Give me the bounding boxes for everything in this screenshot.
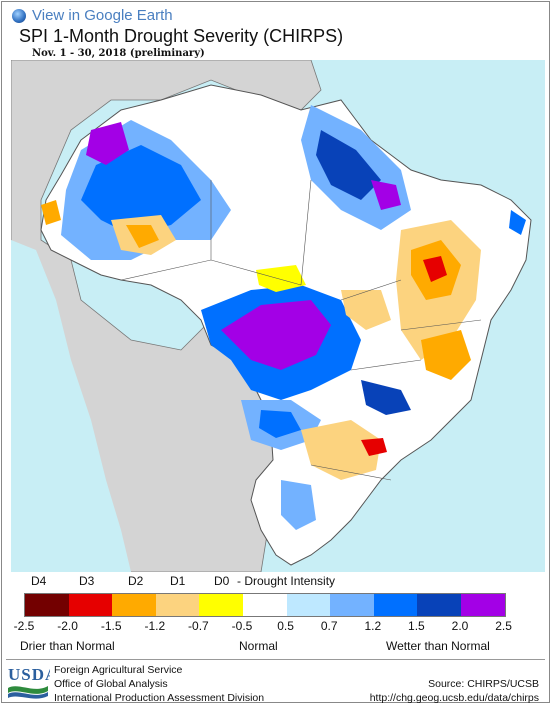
legend-swatch [68, 594, 113, 616]
legend-swatch [286, 594, 331, 616]
legend-code-d0: D0 [214, 574, 230, 588]
legend-swatch [155, 594, 200, 616]
legend-swatch [460, 594, 505, 616]
legend-tick-label: 1.5 [408, 619, 425, 633]
footer-divider [6, 659, 545, 660]
map-subtitle: Nov. 1 - 30, 2018 (preliminary) [32, 48, 205, 59]
legend-swatch [199, 594, 243, 616]
drought-map [11, 60, 545, 572]
andes-ocean [11, 240, 131, 572]
legend-tick-label: -0.7 [188, 619, 209, 633]
legend-wetter-label: Wetter than Normal [386, 639, 490, 653]
legend-tick-label: 0.7 [320, 619, 338, 633]
legend-swatch [373, 594, 418, 616]
legend-tick-label: -1.5 [100, 619, 122, 633]
legend-swatch [112, 594, 156, 616]
legend-tick-label: 2.0 [451, 619, 469, 633]
legend-code-d2: D2 [128, 574, 144, 588]
legend-swatch [417, 594, 461, 616]
legend-swatch [242, 594, 287, 616]
agency-line-3: International Production Assessment Divi… [54, 692, 265, 704]
usda-logo-text: USDA [8, 665, 50, 684]
google-earth-link-label[interactable]: View in Google Earth [32, 7, 173, 24]
legend-tick-label: 1.2 [364, 619, 382, 633]
legend-normal-label: Normal [239, 639, 278, 653]
legend-swatch [330, 594, 374, 616]
legend-code-d4: D4 [31, 574, 47, 588]
legend-tick-label: -0.5 [231, 619, 253, 633]
agency-line-2: Office of Global Analysis [54, 678, 168, 690]
legend-tick-label: 0.5 [277, 619, 294, 633]
legend-tick-label: -2.5 [13, 619, 35, 633]
legend-tick-label: -1.2 [144, 619, 166, 633]
legend-swatch [25, 594, 69, 616]
legend-color-bar [24, 593, 506, 617]
legend-code-d3: D3 [79, 574, 95, 588]
source-label: Source: CHIRPS/UCSB [428, 678, 539, 690]
legend-tick-label: -2.0 [57, 619, 78, 633]
agency-line-1: Foreign Agricultural Service [54, 664, 183, 676]
legend-code-d1: D1 [170, 574, 186, 588]
legend-drier-label: Drier than Normal [20, 639, 115, 653]
map-title: SPI 1-Month Drought Severity (CHIRPS) [19, 26, 344, 46]
legend-tick-label: 2.5 [495, 619, 512, 633]
legend-intensity-label: - Drought Intensity [237, 574, 336, 588]
google-earth-link[interactable]: View in Google Earth [12, 7, 173, 24]
source-url[interactable]: http://chg.geog.ucsb.edu/data/chirps [369, 692, 539, 704]
usda-logo: USDA [6, 664, 57, 702]
globe-icon [12, 8, 26, 23]
